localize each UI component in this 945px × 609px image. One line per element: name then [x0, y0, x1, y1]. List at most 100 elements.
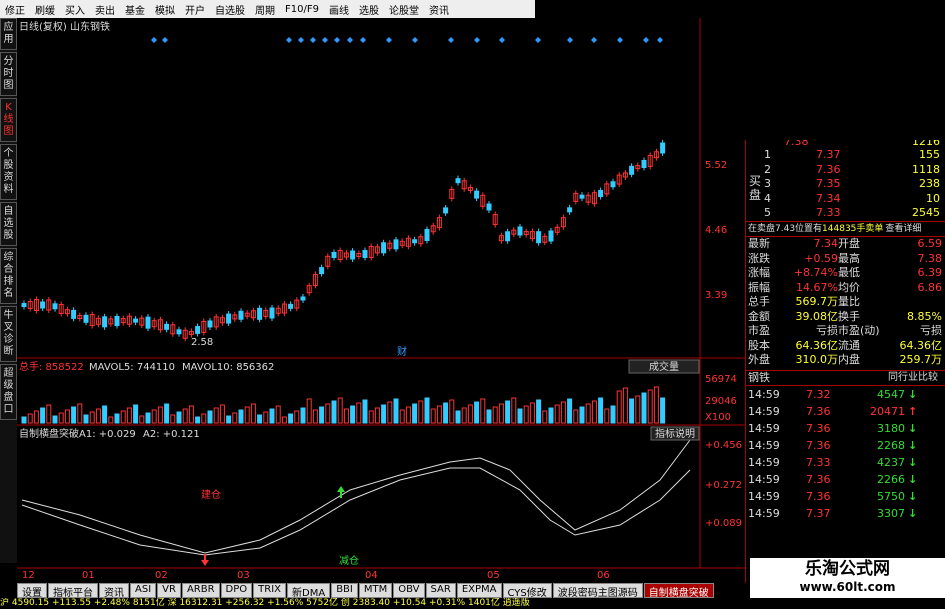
quote-label: 市盈(动)	[838, 324, 880, 337]
sidebar-tab[interactable]: 自选股	[0, 202, 17, 246]
toolbar-button[interactable]: 基金	[125, 5, 145, 17]
volume-bar	[257, 414, 263, 424]
indicator-button[interactable]	[650, 426, 700, 441]
quote-label: 外盘	[748, 353, 770, 366]
indicator-tab[interactable]: 设置	[17, 583, 47, 599]
volume-bar	[405, 406, 411, 424]
candle-body	[560, 217, 566, 228]
indicator-tab[interactable]: OBV	[393, 583, 425, 598]
indicator-a2	[21, 467, 691, 556]
quote-label: 最新	[748, 237, 770, 250]
trade-direction: ↓	[908, 456, 918, 469]
toolbar-button[interactable]: 选股	[358, 5, 379, 17]
toolbar-button[interactable]: 修正	[5, 5, 25, 17]
volume-bar	[89, 411, 95, 424]
indicator-tab[interactable]: 资讯	[99, 583, 129, 599]
sidebar-tab[interactable]: 综合排名	[0, 248, 17, 304]
indicator-tab[interactable]: BBI	[331, 583, 358, 598]
sidebar-tab[interactable]: 个股资料	[0, 144, 17, 200]
sidebar-tab[interactable]: 牛叉诊断	[0, 306, 17, 362]
candle-body	[362, 250, 368, 258]
indicator-tab[interactable]: EXPMA	[456, 583, 502, 598]
trade-volume: 4547	[877, 388, 905, 401]
quote-label: 金额	[748, 309, 770, 323]
candle-body	[455, 178, 461, 184]
quote-value: 64.36亿	[899, 338, 943, 352]
volume: 155	[919, 148, 940, 161]
toolbar-button[interactable]: 画线	[328, 5, 349, 17]
candle-body	[300, 296, 306, 301]
indicator-tab[interactable]: ARBR	[181, 583, 220, 598]
mavol10: MAVOL10: 856362	[182, 362, 274, 373]
toolbar-button[interactable]: 模拟	[155, 5, 175, 17]
volume-bar	[188, 405, 194, 424]
volume-bar	[455, 410, 461, 424]
volume-bar	[33, 410, 39, 424]
volume-bar	[250, 403, 256, 424]
candle-body	[616, 174, 622, 185]
volume-bar	[610, 405, 616, 424]
toolbar-button[interactable]: 买入	[65, 5, 85, 17]
industry-tab[interactable]: 钢铁	[748, 370, 770, 384]
indicator-tab[interactable]: TRIX	[253, 583, 287, 598]
indicator-tab[interactable]: 新DMA	[287, 583, 331, 599]
price-axis-label: 5.52	[705, 160, 727, 171]
toolbar-button[interactable]: 周期	[255, 5, 275, 17]
volume-button-label[interactable]: 成交量	[649, 360, 679, 373]
toolbar-button[interactable]: 论股堂	[388, 5, 419, 17]
quote-row: 股本 64.36亿 流通 64.36亿	[746, 339, 945, 354]
candle-body	[120, 318, 126, 324]
indicator-tab[interactable]: DPO	[220, 583, 253, 598]
trade-row: 14:59 7.36 2266 ↓	[746, 471, 945, 488]
toolbar-button[interactable]: 资讯	[428, 5, 449, 17]
sidebar-tab[interactable]: 应用	[0, 18, 17, 50]
indicator-tab[interactable]: 波段密码主图源码	[552, 583, 643, 599]
toolbar-button[interactable]: 卖出	[95, 5, 115, 17]
indicator-tab[interactable]: 自制横盘突破	[643, 583, 714, 599]
indicator-tab[interactable]: SAR	[425, 583, 456, 598]
trade-price: 7.36	[806, 405, 831, 418]
indicator-button-label[interactable]: 指标说明	[655, 427, 695, 440]
industry-tab[interactable]: 同行业比较	[888, 371, 938, 383]
trade-direction: ↓	[908, 439, 918, 452]
candle-body	[151, 320, 157, 328]
volume-button[interactable]	[628, 359, 700, 374]
sidebar-tab[interactable]: 分时图	[0, 52, 17, 96]
candle-body	[58, 303, 64, 314]
candle-body	[269, 307, 275, 319]
volume-bar	[424, 397, 430, 424]
volume-bar	[102, 405, 108, 424]
level: 3	[764, 177, 771, 190]
indicator-tab[interactable]: 指标平台	[48, 583, 98, 599]
candle-body	[579, 194, 585, 199]
candle-body	[164, 323, 170, 330]
sidebar-tab[interactable]: K线图	[0, 98, 17, 142]
status-bar: 沪 4590.15 +113.55 +2.48% 8151亿 深 16312.3…	[0, 598, 945, 609]
indicator-tab[interactable]: CYS修改	[502, 583, 552, 599]
chart-area: 日线(复权) 山东钢铁 5.52 4.46 3.39 2.58 财 总手: 85…	[17, 18, 745, 581]
volume-bar	[281, 416, 287, 424]
sidebar-tab[interactable]: 超级盘口	[0, 364, 17, 420]
indicator-tab[interactable]: MTM	[358, 583, 393, 598]
volume-bar	[641, 392, 647, 424]
indicator-tab[interactable]: VR	[157, 583, 181, 598]
candle-body	[381, 242, 387, 254]
quote-value: 569.7万	[795, 295, 839, 308]
toolbar-button[interactable]: 刷缓	[35, 5, 55, 17]
candle-body	[139, 317, 145, 326]
indicator-tab[interactable]: ASI	[130, 583, 157, 598]
detail-link[interactable]: 查看详细	[885, 223, 922, 234]
toolbar-button[interactable]: F10/F9	[285, 3, 319, 15]
diamond	[474, 37, 480, 43]
mavol5: MAVOL5: 744110	[89, 362, 175, 373]
candle-body	[356, 253, 362, 257]
toolbar-button[interactable]: 开户	[185, 5, 205, 17]
candle-body	[238, 310, 244, 320]
quote-value: +0.59	[804, 251, 838, 265]
volume-bar	[157, 406, 163, 424]
diamond	[591, 37, 597, 43]
volume-bar	[139, 415, 145, 424]
candle-body	[213, 316, 219, 328]
toolbar-button[interactable]: 自选股	[215, 5, 245, 17]
diamond	[617, 37, 623, 43]
